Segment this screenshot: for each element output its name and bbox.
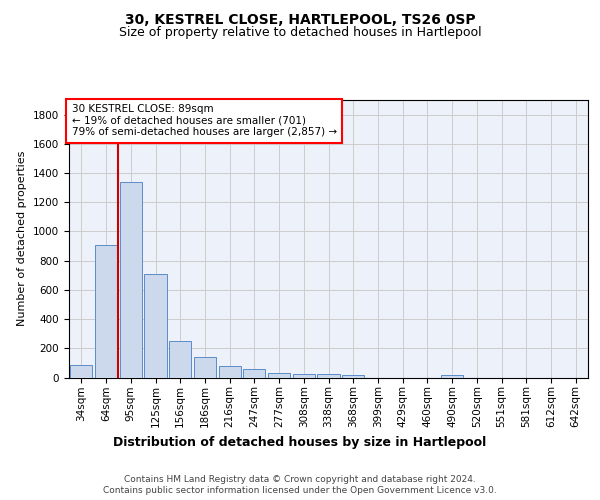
Bar bbox=[119, 182, 142, 378]
Bar bbox=[268, 373, 290, 378]
Bar bbox=[95, 246, 117, 378]
Y-axis label: Number of detached properties: Number of detached properties bbox=[17, 151, 28, 326]
Text: Distribution of detached houses by size in Hartlepool: Distribution of detached houses by size … bbox=[113, 436, 487, 449]
Bar bbox=[145, 274, 167, 378]
Bar bbox=[342, 376, 364, 378]
Bar bbox=[194, 357, 216, 378]
Bar bbox=[169, 342, 191, 378]
Text: Contains HM Land Registry data © Crown copyright and database right 2024.
Contai: Contains HM Land Registry data © Crown c… bbox=[103, 476, 497, 494]
Bar bbox=[218, 366, 241, 378]
Text: 30, KESTREL CLOSE, HARTLEPOOL, TS26 0SP: 30, KESTREL CLOSE, HARTLEPOOL, TS26 0SP bbox=[125, 13, 475, 27]
Bar bbox=[70, 365, 92, 378]
Text: 30 KESTREL CLOSE: 89sqm
← 19% of detached houses are smaller (701)
79% of semi-d: 30 KESTREL CLOSE: 89sqm ← 19% of detache… bbox=[71, 104, 337, 138]
Bar bbox=[243, 370, 265, 378]
Bar bbox=[317, 374, 340, 378]
Text: Size of property relative to detached houses in Hartlepool: Size of property relative to detached ho… bbox=[119, 26, 481, 39]
Bar bbox=[441, 374, 463, 378]
Bar bbox=[293, 374, 315, 378]
